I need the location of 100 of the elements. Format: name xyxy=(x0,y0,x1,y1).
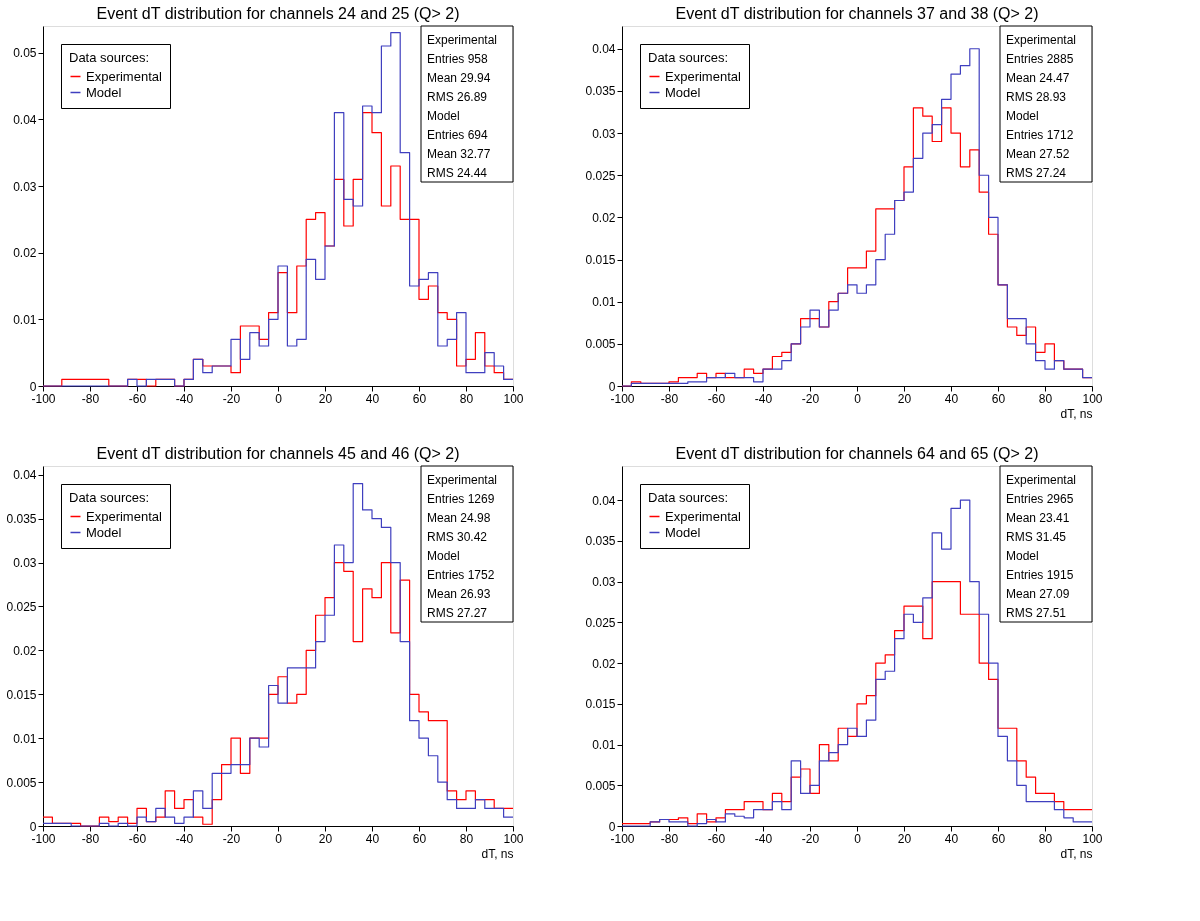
x-tick-label: 20 xyxy=(897,391,912,406)
legend-label: Experimental xyxy=(665,508,741,524)
annotation: Entries 1712 xyxy=(1006,127,1074,142)
y-tick-label: 0.02 xyxy=(592,210,616,225)
y-tick-label: 0 xyxy=(608,379,616,394)
x-tick-label: 60 xyxy=(412,831,427,846)
annotation: RMS 31.45 xyxy=(1006,529,1067,544)
y-tick-label: 0.02 xyxy=(13,643,37,658)
chart-title: Event dT distribution for channels 64 and 65 (Q> 2) xyxy=(675,444,1039,462)
x-tick-label: 100 xyxy=(1082,391,1103,406)
x-tick-label: 80 xyxy=(459,391,474,406)
annotation: Entries 1752 xyxy=(427,567,495,582)
annotation: Entries 958 xyxy=(427,51,489,66)
x-tick-label: 100 xyxy=(503,831,524,846)
x-tick-label: 80 xyxy=(1038,831,1053,846)
x-tick-label: -20 xyxy=(801,831,820,846)
y-tick-label: 0 xyxy=(608,819,616,834)
x-tick-label: -100 xyxy=(610,391,635,406)
x-tick-label: 20 xyxy=(318,831,333,846)
annotation: Model xyxy=(427,548,460,563)
y-tick-label: 0.015 xyxy=(585,253,616,268)
x-tick-label: -100 xyxy=(31,831,56,846)
legend-label: Model xyxy=(86,84,122,100)
y-tick-label: 0.015 xyxy=(6,687,37,702)
x-tick-label: -60 xyxy=(707,391,726,406)
y-tick-label: 0.035 xyxy=(585,534,616,549)
y-tick-label: 0.03 xyxy=(13,179,37,194)
y-tick-label: 0.03 xyxy=(592,575,616,590)
x-tick-label: 100 xyxy=(503,391,524,406)
x-tick-label: -80 xyxy=(81,831,100,846)
y-tick-label: 0.04 xyxy=(592,42,616,57)
chart-title: Event dT distribution for channels 37 and 38 (Q> 2) xyxy=(675,4,1039,22)
x-tick-label: -100 xyxy=(610,831,635,846)
annotation: Model xyxy=(427,108,460,123)
x-axis-title: dT, ns xyxy=(1060,846,1093,861)
y-tick-label: 0.025 xyxy=(6,599,37,614)
legend-title: Data sources: xyxy=(69,490,150,505)
x-tick-label: -60 xyxy=(707,831,726,846)
x-axis-title: dT, ns xyxy=(481,846,514,861)
y-tick-label: 0.01 xyxy=(13,312,37,327)
x-tick-label: 20 xyxy=(318,391,333,406)
x-tick-label: 40 xyxy=(944,831,959,846)
y-tick-label: 0.03 xyxy=(13,556,37,571)
y-tick-label: 0.02 xyxy=(13,246,37,261)
y-tick-label: 0.03 xyxy=(592,126,616,141)
annotation: RMS 24.44 xyxy=(427,165,488,180)
y-tick-label: 0.01 xyxy=(13,731,37,746)
y-tick-label: 0.04 xyxy=(592,493,616,508)
x-tick-label: 40 xyxy=(365,391,380,406)
legend-label: Model xyxy=(665,84,701,100)
annotation: Entries 694 xyxy=(427,127,489,142)
x-tick-label: 0 xyxy=(854,391,862,406)
annotation: RMS 30.42 xyxy=(427,529,488,544)
legend-label: Experimental xyxy=(665,68,741,84)
annotation: Model xyxy=(1006,108,1039,123)
x-tick-label: 60 xyxy=(412,391,427,406)
y-tick-label: 0 xyxy=(29,379,37,394)
y-tick-label: 0.005 xyxy=(585,778,616,793)
annotation: Entries 2965 xyxy=(1006,491,1074,506)
legend-title: Data sources: xyxy=(69,50,150,65)
y-tick-label: 0.01 xyxy=(592,738,616,753)
annotation: Entries 1915 xyxy=(1006,567,1074,582)
y-tick-label: 0.025 xyxy=(585,615,616,630)
y-tick-label: 0.02 xyxy=(592,656,616,671)
annotation: Mean 32.77 xyxy=(427,146,491,161)
x-tick-label: 0 xyxy=(275,391,283,406)
legend-label: Experimental xyxy=(86,508,162,524)
chart-title: Event dT distribution for channels 45 and 46 (Q> 2) xyxy=(96,444,460,462)
x-tick-label: -100 xyxy=(31,391,56,406)
annotation: RMS 28.93 xyxy=(1006,89,1067,104)
x-tick-label: -60 xyxy=(128,831,147,846)
y-tick-label: 0.035 xyxy=(585,84,616,99)
annotation: Model xyxy=(1006,548,1039,563)
annotation: RMS 27.51 xyxy=(1006,605,1067,620)
x-tick-label: 60 xyxy=(991,391,1006,406)
y-tick-label: 0.05 xyxy=(13,46,37,61)
x-tick-label: -20 xyxy=(222,831,241,846)
x-tick-label: -40 xyxy=(175,391,194,406)
x-tick-label: -40 xyxy=(754,831,773,846)
annotation: Experimental xyxy=(1006,472,1077,487)
x-tick-label: -20 xyxy=(222,391,241,406)
y-tick-label: 0.035 xyxy=(6,512,37,527)
y-tick-label: 0.025 xyxy=(585,168,616,183)
y-tick-label: 0.04 xyxy=(13,112,37,127)
x-tick-label: 100 xyxy=(1082,831,1103,846)
annotation: Mean 23.41 xyxy=(1006,510,1070,525)
x-tick-label: -20 xyxy=(801,391,820,406)
y-tick-label: 0.005 xyxy=(6,775,37,790)
x-tick-label: 0 xyxy=(854,831,862,846)
x-tick-label: 60 xyxy=(991,831,1006,846)
annotation: Mean 29.94 xyxy=(427,70,491,85)
x-tick-label: -80 xyxy=(660,831,679,846)
legend-title: Data sources: xyxy=(648,50,729,65)
annotation: RMS 26.89 xyxy=(427,89,488,104)
x-tick-label: 20 xyxy=(897,831,912,846)
annotation: Experimental xyxy=(427,472,498,487)
x-tick-label: -80 xyxy=(81,391,100,406)
y-tick-label: 0 xyxy=(29,819,37,834)
y-tick-label: 0.015 xyxy=(585,697,616,712)
chart-title: Event dT distribution for channels 24 and 25 (Q> 2) xyxy=(96,4,460,22)
